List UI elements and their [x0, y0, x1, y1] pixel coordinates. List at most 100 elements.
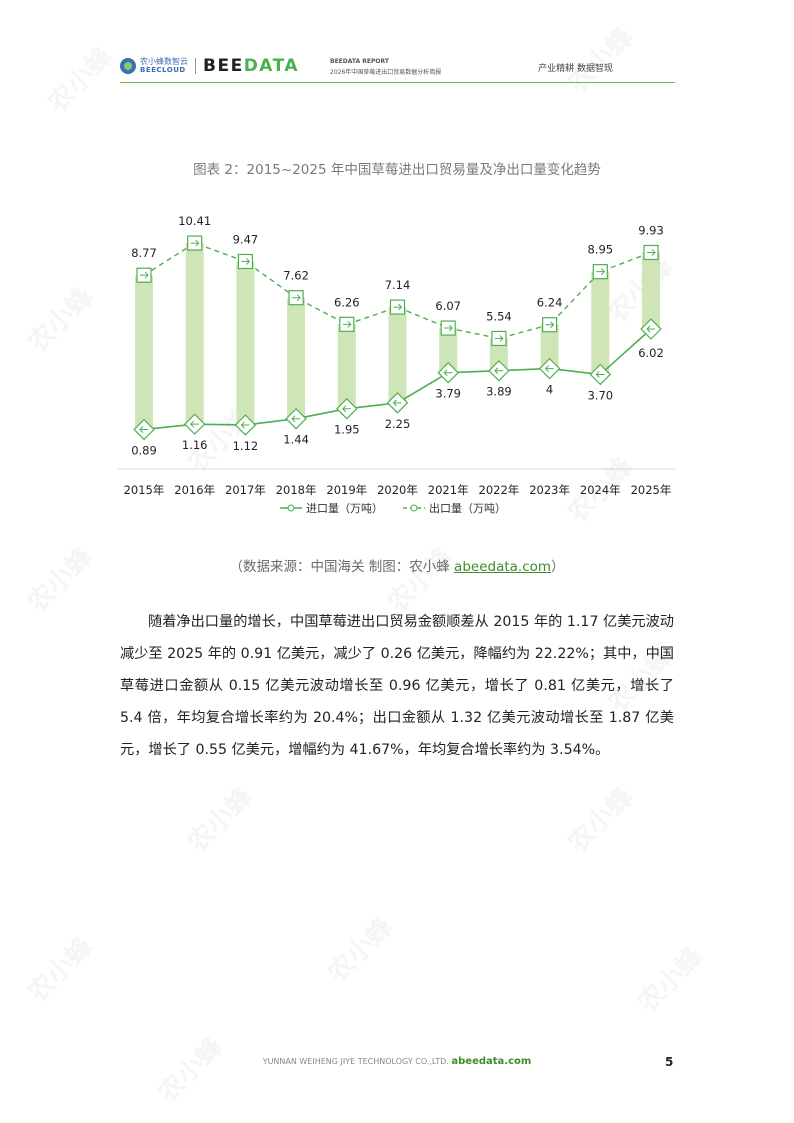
export-data-label: 6.26 [334, 295, 360, 309]
beedata-wordmark: BEEDATA [203, 56, 299, 76]
page-footer: YUNNAN WEIHENG JIYE TECHNOLOGY CO.,LTD. … [0, 1056, 794, 1067]
source-text: （数据来源：中国海关 制图：农小蜂 [229, 559, 455, 575]
import-data-label: 2.25 [385, 417, 411, 431]
logo-divider [195, 58, 196, 74]
net-export-band [489, 338, 508, 371]
x-tick-label: 2016年 [174, 483, 215, 497]
import-data-label: 3.70 [587, 388, 613, 402]
import-data-label: 6.02 [638, 346, 664, 360]
x-tick-label: 2021年 [428, 483, 469, 497]
net-export-band [287, 297, 306, 419]
x-tick-label: 2023年 [529, 483, 570, 497]
source-close: ） [551, 559, 565, 575]
logo: 农小蜂数智云 BEECLOUD BEEDATA [120, 56, 299, 76]
logo-text: 农小蜂数智云 BEECLOUD [140, 57, 188, 75]
net-export-band [642, 252, 660, 330]
watermark: 农小蜂 [322, 912, 399, 989]
net-export-band [135, 275, 153, 430]
import-point [488, 359, 510, 382]
trade-volume-chart: 8.77 10.41 9.47 7.62 6.26 7.14 6.07 5.54 6.24 8.9… [118, 214, 676, 497]
import-point [234, 414, 257, 436]
report-subtitle: 2026年中国草莓进出口贸易数据分析简报 [330, 69, 442, 76]
watermark: 农小蜂 [22, 932, 99, 1009]
export-data-label: 6.07 [435, 299, 461, 313]
export-point [339, 316, 355, 332]
export-point [541, 317, 558, 333]
analysis-paragraph: 随着净出口量的增长，中国草莓进出口贸易金额顺差从 2015 年的 1.17 亿美… [120, 614, 674, 758]
legend-label-export: 出口量（万吨） [429, 502, 506, 515]
export-data-label: 10.41 [178, 214, 211, 228]
import-point [183, 413, 206, 435]
wordmark-part-a: BEE [203, 56, 244, 76]
export-point [440, 320, 456, 336]
export-point [136, 267, 152, 283]
import-point [336, 397, 358, 420]
x-tick-label: 2017年 [225, 483, 266, 497]
legend-item-export: 出口量（万吨） [403, 500, 506, 516]
net-export-band [591, 271, 610, 375]
export-point [389, 299, 406, 315]
net-export-band [337, 324, 356, 409]
legend-item-import: 进口量（万吨） [280, 500, 383, 516]
net-export-band [236, 261, 255, 425]
report-label: BEEDATA REPORT [330, 58, 389, 65]
bee-logo-icon [120, 58, 136, 74]
chart-source: （数据来源：中国海关 制图：农小蜂 abeedata.com） [0, 555, 794, 575]
export-point [288, 290, 304, 306]
export-point [237, 253, 253, 270]
watermark: 农小蜂 [182, 782, 259, 859]
x-tick-label: 2018年 [276, 483, 317, 497]
x-tick-label: 2020年 [377, 483, 418, 497]
watermark: 农小蜂 [22, 542, 99, 619]
export-data-label: 6.24 [537, 296, 563, 310]
net-export-band [439, 328, 458, 373]
import-point [589, 363, 612, 386]
page-header: 农小蜂数智云 BEECLOUD BEEDATA BEEDATA REPORT 2… [120, 54, 675, 84]
import-point [285, 407, 307, 430]
watermark: 农小蜂 [152, 1032, 229, 1109]
x-tick-label: 2019年 [326, 483, 367, 497]
export-data-label: 9.47 [233, 232, 259, 246]
logo-cn: 农小蜂数智云 [140, 57, 188, 66]
x-tick-label: 2022年 [479, 483, 520, 497]
import-point [640, 318, 662, 340]
export-data-label: 5.54 [486, 309, 512, 323]
import-point [538, 357, 561, 380]
legend-solid-line-icon [280, 504, 302, 512]
import-data-label: 1.95 [334, 423, 360, 437]
footer-company: YUNNAN WEIHENG JIYE TECHNOLOGY CO.,LTD. [262, 1057, 452, 1066]
legend-label-import: 进口量（万吨） [306, 502, 383, 515]
export-data-label: 7.14 [385, 278, 411, 292]
import-point [386, 392, 409, 414]
x-tick-label: 2015年 [124, 483, 165, 497]
header-divider [120, 82, 675, 83]
net-export-band [185, 243, 204, 425]
net-export-band [540, 324, 559, 369]
header-slogan: 产业精耕 数据智现 [538, 64, 613, 74]
watermark: 农小蜂 [632, 942, 709, 1019]
export-point [592, 264, 608, 280]
import-data-label: 3.79 [435, 387, 461, 401]
export-point [491, 330, 507, 347]
footer-site-link[interactable]: abeedata.com [451, 1056, 532, 1067]
import-data-label: 3.89 [486, 385, 512, 399]
export-series-line [143, 242, 652, 340]
export-point [187, 235, 203, 251]
export-data-label: 8.77 [131, 246, 157, 260]
x-tick-label: 2025年 [631, 483, 672, 497]
import-data-label: 1.16 [182, 438, 208, 452]
wordmark-part-b: DATA [243, 56, 300, 76]
export-data-label: 7.62 [283, 269, 309, 283]
source-link[interactable]: abeedata.com [454, 559, 552, 575]
chart-legend: 进口量（万吨） 出口量（万吨） [280, 500, 526, 516]
watermark: 农小蜂 [562, 782, 639, 859]
import-point [437, 361, 459, 384]
x-tick-label: 2024年 [580, 483, 621, 497]
chart-title: 图表 2：2015~2025 年中国草莓进出口贸易量及净出口量变化趋势 [193, 162, 601, 178]
logo-en: BEECLOUD [140, 66, 186, 74]
export-data-label: 8.95 [587, 243, 613, 257]
import-data-label: 0.89 [131, 443, 157, 457]
legend-dashed-line-icon [403, 504, 425, 512]
report-info: BEEDATA REPORT 2026年中国草莓进出口贸易数据分析简报 [330, 56, 441, 78]
export-point [643, 244, 659, 261]
